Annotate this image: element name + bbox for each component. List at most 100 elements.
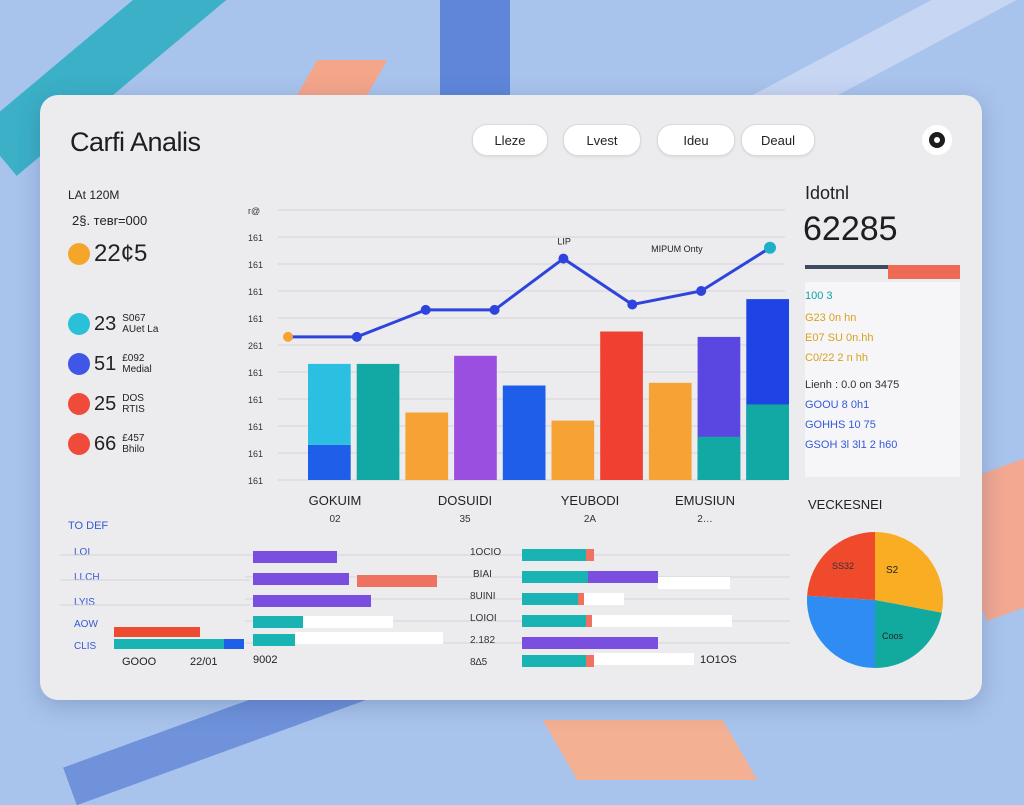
bar bbox=[594, 653, 694, 665]
left-header: LAt 120M bbox=[68, 188, 120, 202]
bar bbox=[253, 573, 349, 585]
legend-dot bbox=[68, 243, 90, 265]
bar bbox=[308, 444, 351, 480]
line-label: MIPUM Onty bbox=[651, 244, 703, 254]
ytick-label: 161 bbox=[248, 422, 263, 432]
bottom-left-chart: LOI LLCH LYIS AOW CLIS GOOO 22/01 bbox=[60, 547, 250, 668]
legend-sub2: AUet La bbox=[122, 324, 159, 335]
nav-pill-3[interactable]: Ideu bbox=[657, 124, 735, 156]
pie-label: SS32 bbox=[832, 561, 854, 571]
right-big-value: 62285 bbox=[803, 210, 898, 248]
bar bbox=[114, 627, 200, 637]
bottom-mid-label: LOIOI bbox=[470, 613, 497, 624]
x-group-sublabel: 35 bbox=[459, 514, 471, 525]
bar bbox=[522, 549, 586, 561]
bottom-mid-label: 2.182 bbox=[470, 635, 495, 646]
pie-chart: SS32 S2 Coos bbox=[807, 532, 943, 668]
bar bbox=[586, 549, 594, 561]
bar bbox=[454, 355, 497, 480]
menu-icon bbox=[929, 132, 945, 148]
line-point bbox=[351, 331, 362, 342]
bottom-bar-chart: 9002 1OCIO BIAI 8UINI LOIOI 2.182 8∆5 1O… bbox=[245, 547, 790, 668]
x-group-label: EMUSIUN bbox=[675, 493, 735, 508]
line-point bbox=[558, 253, 569, 264]
ytick-label: r@ bbox=[248, 206, 260, 216]
right-divider-accent bbox=[888, 265, 960, 279]
legend-sub1: £457 bbox=[122, 433, 145, 444]
bottom-left-label: LLCH bbox=[74, 572, 100, 583]
bar bbox=[405, 412, 449, 480]
nav-pill-2[interactable]: Lvest bbox=[563, 124, 641, 156]
bottom-mid-footer: 9002 bbox=[253, 654, 277, 666]
legend-sub1: £092 bbox=[122, 353, 145, 364]
menu-button[interactable] bbox=[922, 125, 952, 155]
x-group-label: DOSUIDI bbox=[438, 493, 492, 508]
x-group-sublabel: 2… bbox=[697, 514, 713, 525]
right-row: G23 0n hn bbox=[805, 312, 857, 324]
bar bbox=[356, 363, 400, 480]
nav-pill-4[interactable]: Deaul bbox=[741, 124, 815, 156]
legend-sub1: DOS bbox=[122, 393, 144, 404]
legend-dot bbox=[68, 433, 90, 455]
line-point bbox=[283, 331, 293, 342]
ytick-label: 161 bbox=[248, 260, 263, 270]
bar bbox=[253, 634, 295, 646]
pie-slice bbox=[807, 595, 875, 668]
x-group-sublabel: 02 bbox=[329, 514, 341, 525]
bar bbox=[746, 404, 789, 480]
bottom-mid-label: 8UINI bbox=[470, 591, 496, 602]
right-row: C0/22 2 n hh bbox=[805, 352, 868, 364]
right-divider bbox=[805, 265, 960, 269]
right-label: Idotnl bbox=[805, 183, 850, 203]
bar bbox=[586, 655, 594, 667]
line-point bbox=[420, 304, 431, 315]
bar bbox=[357, 575, 437, 587]
legend-dot bbox=[68, 393, 90, 415]
pie-title: VECKESNEI bbox=[808, 497, 883, 512]
bottom-mid-label: 8∆5 bbox=[470, 657, 488, 668]
x-group-sublabel: 2A bbox=[584, 514, 597, 525]
bottom-left-footer: 22/01 bbox=[190, 656, 218, 668]
ytick-label: 261 bbox=[248, 341, 263, 351]
legend-item: 25 DOS RTIS bbox=[68, 389, 145, 419]
right-row: GOOU 8 0h1 bbox=[805, 399, 870, 411]
dashboard-card: Carfi Analis Lleze Lvest Ideu Deaul LAt … bbox=[40, 95, 982, 700]
legend-sub2: Bhilo bbox=[122, 444, 145, 455]
legend-value: 25 bbox=[94, 392, 117, 415]
bottom-left-label: AOW bbox=[74, 619, 98, 630]
bar bbox=[697, 436, 741, 480]
line-point bbox=[489, 304, 500, 315]
ytick-label: 161 bbox=[248, 287, 263, 297]
bar bbox=[522, 637, 658, 649]
pie-label: S2 bbox=[886, 565, 899, 576]
bar bbox=[522, 655, 586, 667]
right-row: Lienh : 0.0 on 3475 bbox=[805, 379, 900, 391]
right-row: GOHHS 10 75 bbox=[805, 419, 876, 431]
legend-sub2: RTIS bbox=[122, 404, 145, 415]
right-row: GSOH 3l 3l1 2 h60 bbox=[805, 439, 898, 451]
bar bbox=[502, 385, 546, 480]
bar bbox=[600, 331, 643, 480]
bottom-left-footer: GOOO bbox=[122, 656, 157, 668]
bar bbox=[522, 593, 578, 605]
right-row: E07 SU 0n.hh bbox=[805, 332, 874, 344]
ytick-label: 161 bbox=[248, 395, 263, 405]
right-row: 100 3 bbox=[805, 290, 833, 302]
bar bbox=[303, 616, 393, 628]
line-label: LIP bbox=[557, 237, 571, 247]
bar bbox=[224, 639, 244, 649]
bottom-left-label: CLIS bbox=[74, 641, 97, 652]
legend-value: 22¢5 bbox=[94, 240, 148, 267]
bottom-left-header: TO DEF bbox=[68, 520, 109, 532]
bar bbox=[253, 616, 303, 628]
bar bbox=[648, 382, 692, 480]
nav-pill-1[interactable]: Lleze bbox=[472, 124, 548, 156]
legend-item: 66 £457 Bhilo bbox=[68, 429, 145, 459]
bar bbox=[114, 639, 224, 649]
legend-value: 66 bbox=[94, 432, 117, 455]
bottom-mid-label: 1OCIO bbox=[470, 547, 501, 558]
ytick-label: 161 bbox=[248, 314, 263, 324]
legend-item: 22¢5 bbox=[68, 239, 147, 269]
bar bbox=[253, 551, 337, 563]
legend-item: 23 S067 AUet La bbox=[68, 309, 158, 339]
